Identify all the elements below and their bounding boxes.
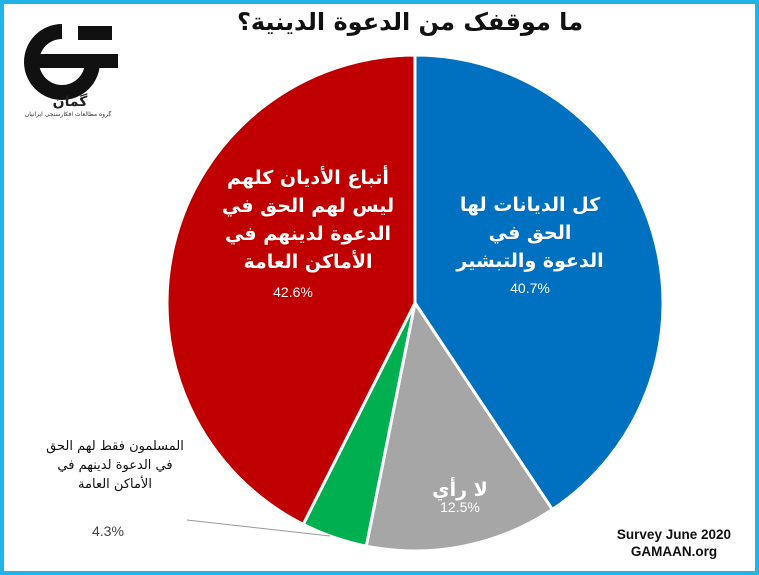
pie-slice-no-opinion (364, 299, 555, 553)
slice-value-all-religions: 40.7% (510, 280, 550, 296)
chart-title: ما موقفک من الدعوة الدینیة؟ (236, 8, 584, 36)
survey-date: Survey June 2020 (616, 527, 731, 542)
pie-slice-no-religion-has-right (165, 53, 417, 527)
slice-value-muslims-only: 4.3% (92, 523, 124, 539)
leader-line (186, 519, 331, 537)
slice-value-no-religion-has-right: 42.6% (273, 284, 313, 300)
gamaan-logo (18, 18, 118, 128)
source-note: Survey June 2020 GAMAAN.org (617, 526, 731, 560)
logo-subtitle: گروه مطالعات افکارسنجی ایرانیان (24, 111, 112, 118)
slice-label-no-opinion: لا رأي (432, 479, 488, 501)
logo-word: گمان (52, 94, 88, 110)
slice-label-no-religion-has-right: أتباع الأدیان کلهم لیس لهم الحق في الدعو… (221, 167, 395, 273)
source-site: GAMAAN.org (630, 544, 718, 559)
slice-value-no-opinion: 12.5% (440, 499, 480, 515)
slice-label-muslims-only: المسلمون فقط لهم الحق في الدعوة لدینهم ف… (46, 439, 184, 492)
slice-label-all-religions: کل الدیانات لها الحق في الدعوة والتبشیر (456, 194, 604, 272)
